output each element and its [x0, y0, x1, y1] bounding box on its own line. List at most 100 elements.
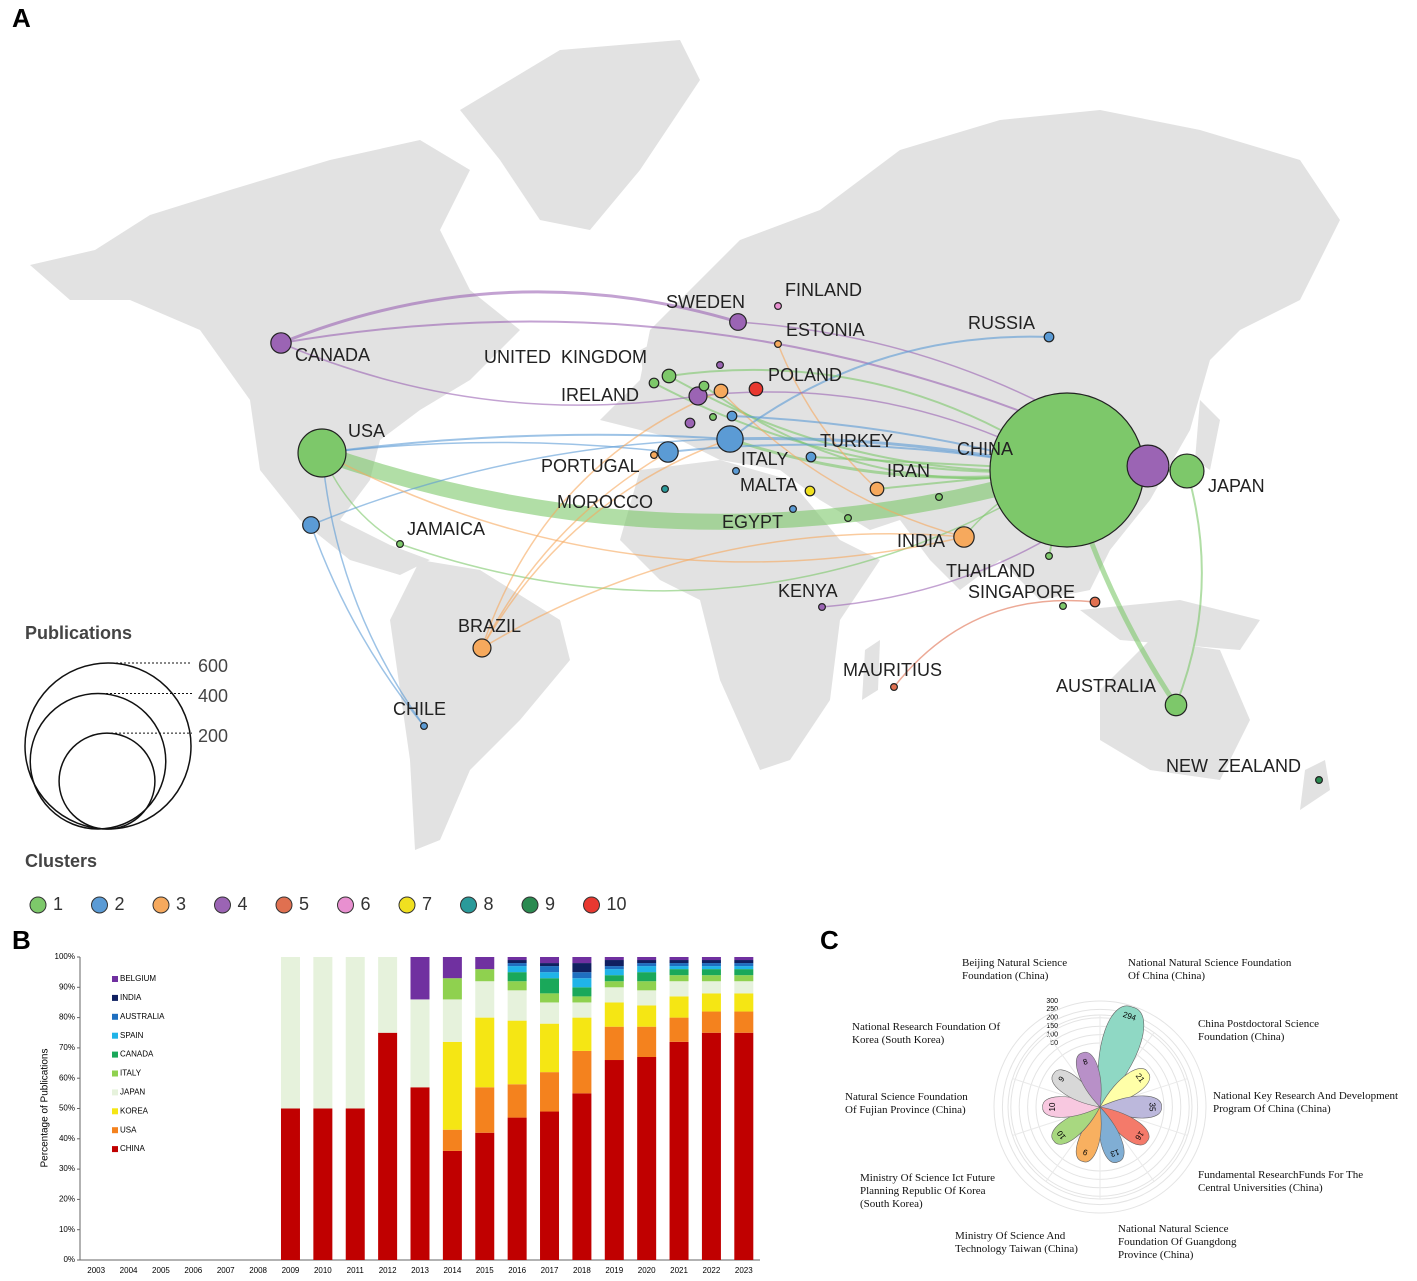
petal-label: 294: [1122, 1010, 1138, 1023]
bar-segment: [540, 1111, 560, 1260]
panel-label: A: [12, 3, 31, 33]
legend-label: KOREA: [120, 1106, 149, 1115]
x-tick-label: 2023: [735, 1266, 753, 1275]
cluster-legend-label: 7: [422, 894, 432, 914]
category-label: National Key Research And Development Pr…: [1213, 1090, 1399, 1115]
size-legend-label: 200: [198, 726, 228, 746]
country-label: JAMAICA: [407, 519, 485, 539]
y-tick-label: 50%: [59, 1104, 75, 1113]
country-node: [650, 451, 658, 459]
bar-segment: [507, 990, 527, 1021]
cluster-legend-swatch: [152, 896, 170, 914]
link: [280, 342, 699, 406]
panel-label: B: [12, 925, 31, 955]
bar-segment: [734, 975, 754, 982]
legend-label: BELGIUM: [120, 974, 156, 983]
x-tick-label: 2011: [347, 1266, 365, 1275]
bar-segment: [637, 1005, 657, 1027]
y-tick-label: 70%: [59, 1043, 75, 1052]
bar-segment: [701, 963, 721, 967]
category-label: National Natural Science Foundation Of G…: [1118, 1223, 1237, 1261]
grid-ring: [1001, 1008, 1199, 1206]
cluster-legend-label: 3: [176, 894, 186, 914]
bar-segment: [280, 957, 300, 1109]
r-tick-label: 200: [1046, 1015, 1058, 1022]
bar-segment: [637, 960, 657, 964]
bar-segment: [540, 963, 560, 967]
cluster-legend-label: 2: [115, 894, 125, 914]
bar-segment: [345, 957, 365, 1109]
bar-segment: [604, 969, 624, 976]
bar-segment: [604, 987, 624, 1003]
bar-segment: [669, 975, 689, 982]
y-tick-label: 80%: [59, 1013, 75, 1022]
country-label: ITALY: [741, 449, 788, 469]
y-tick-label: 90%: [59, 982, 75, 991]
bar-segment: [669, 957, 689, 961]
bar-segment: [572, 972, 592, 979]
country-label: SINGAPORE: [968, 582, 1075, 602]
bar-segment: [410, 1087, 430, 1260]
country-node: [805, 451, 817, 463]
country-label: RUSSIA: [968, 313, 1035, 333]
x-tick-label: 2004: [120, 1266, 138, 1275]
category-label: Natural Science Foundation Of Fujian Pro…: [845, 1091, 968, 1116]
link: [310, 524, 425, 727]
country-label: UNITED KINGDOM: [484, 347, 647, 367]
country-node: [1126, 444, 1170, 488]
cluster-legend-swatch: [91, 896, 108, 914]
bar-segment: [734, 1032, 754, 1260]
bar-segment: [701, 993, 721, 1012]
x-tick-label: 2009: [282, 1266, 300, 1275]
bar-segment: [410, 999, 430, 1088]
legend-label: JAPAN: [120, 1088, 145, 1097]
bar-segment: [604, 1026, 624, 1061]
panel-label: C: [820, 925, 839, 955]
x-tick-label: 2019: [605, 1266, 623, 1275]
country-label: TURKEY: [820, 431, 893, 451]
legend-swatch: [112, 1108, 118, 1115]
category-label: China Postdoctoral Science Foundation (C…: [1198, 1018, 1319, 1043]
country-label: ESTONIA: [786, 320, 865, 340]
bar-segment: [475, 957, 495, 970]
x-tick-label: 2012: [379, 1266, 397, 1275]
country-label: MOROCCO: [557, 492, 653, 512]
bar-segment: [475, 981, 495, 1018]
petal-label: 13: [1109, 1147, 1121, 1158]
country-node: [818, 603, 826, 611]
cluster-legend-label: 4: [238, 894, 248, 914]
country-node: [732, 467, 740, 475]
country-label: MAURITIUS: [843, 660, 942, 680]
bar-segment: [540, 1023, 560, 1073]
bar-segment: [604, 1060, 624, 1260]
bar-segment: [540, 966, 560, 973]
cluster-legend-label: 10: [607, 894, 627, 914]
cluster-legend-swatch: [29, 896, 47, 914]
petal-label: 8: [1082, 1057, 1090, 1067]
bar-segment: [669, 1017, 689, 1042]
country-node: [726, 410, 738, 422]
petal-label: 10: [1048, 1102, 1057, 1111]
legend-label: ITALY: [120, 1069, 142, 1078]
cluster-legend-swatch: [521, 896, 539, 914]
link: [481, 451, 669, 649]
bar-segment: [604, 981, 624, 988]
bar-segment: [572, 1002, 592, 1018]
country-node: [472, 638, 492, 658]
country-node: [890, 683, 898, 691]
country-node: [1059, 602, 1067, 610]
bar-segment: [669, 1041, 689, 1260]
cluster-legend-title: Clusters: [25, 851, 97, 871]
bar-segment: [734, 957, 754, 961]
bar-segment: [313, 1108, 333, 1260]
bar-segment: [345, 1108, 365, 1260]
country-label: USA: [348, 421, 385, 441]
bar-segment: [475, 1017, 495, 1088]
y-tick-label: 10%: [59, 1225, 75, 1234]
country-node: [716, 425, 744, 453]
bar-segment: [572, 996, 592, 1003]
bar-segment: [669, 981, 689, 997]
bar-segment: [701, 981, 721, 994]
bar-segment: [442, 1041, 462, 1130]
x-tick-label: 2021: [670, 1266, 688, 1275]
